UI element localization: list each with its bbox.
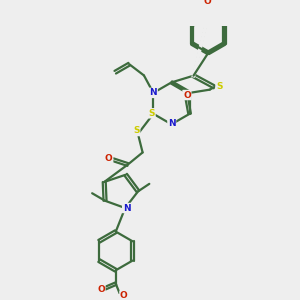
Text: S: S <box>216 82 223 91</box>
Text: O: O <box>183 91 191 100</box>
Text: O: O <box>203 0 211 6</box>
Text: S: S <box>133 127 140 136</box>
Text: N: N <box>123 203 130 212</box>
Text: N: N <box>168 119 176 128</box>
Text: O: O <box>120 291 128 300</box>
Text: O: O <box>97 285 105 294</box>
Text: O: O <box>105 154 113 163</box>
Text: N: N <box>149 88 157 98</box>
Text: S: S <box>148 109 155 118</box>
